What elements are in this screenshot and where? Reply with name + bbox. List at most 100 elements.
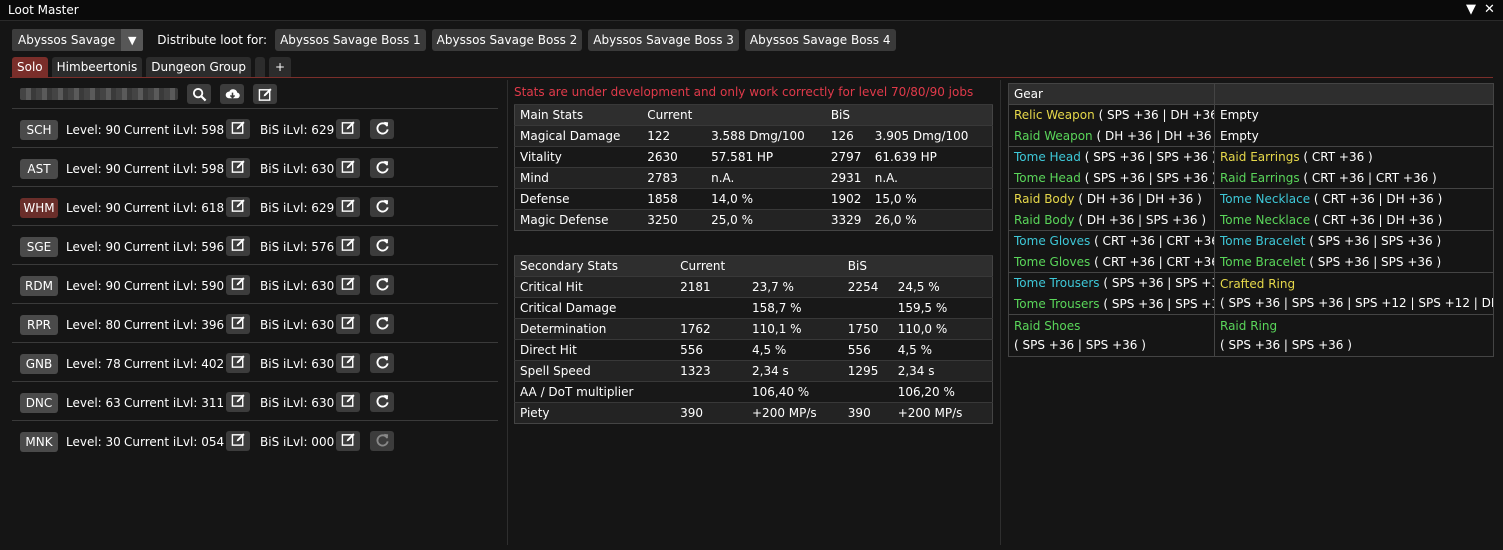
edit-bis-button[interactable] [336, 275, 360, 295]
raid-select[interactable]: Abyssos Savage ▼ [12, 29, 144, 51]
redo-icon [375, 315, 390, 333]
tab-blank[interactable] [255, 57, 265, 77]
edit-bis-button[interactable] [336, 314, 360, 334]
stat-cell: 110,0 % [892, 318, 993, 340]
gear-row: Tome Trousers ( SPS +36 | SPS +36 Crafted… [1008, 272, 1494, 315]
edit-current-gear-button[interactable] [226, 314, 250, 334]
job-badge[interactable]: MNK [20, 432, 58, 452]
gear-slot[interactable]: Tome Gloves ( CRT +36 | CRT +36 ) [1008, 230, 1215, 252]
gear-slot[interactable]: Raid Body ( DH +36 | DH +36 ) [1008, 188, 1215, 210]
gear-stats: ( SPS +36 | SPS +36 ) [1084, 171, 1215, 185]
gear-stats: ( CRT +36 ) [1303, 150, 1373, 164]
download-button[interactable] [220, 84, 244, 104]
boss-2-button[interactable]: Abyssos Savage Boss 2 [431, 29, 583, 51]
bis-ilvl: BiS iLvl: 630 [260, 279, 335, 293]
refresh-bis-button[interactable] [370, 314, 394, 334]
gear-slot[interactable]: Crafted Ring ( SPS +36 | SPS +36 | SPS +1… [1214, 272, 1494, 315]
stat-cell: 2,34 s [747, 360, 843, 382]
gear-slot[interactable]: Raid Ring ( SPS +36 | SPS +36 ) [1214, 314, 1494, 357]
edit-icon [231, 159, 246, 177]
gear-slot[interactable]: Tome Head ( SPS +36 | SPS +36 ) [1008, 146, 1215, 168]
job-badge[interactable]: WHM [20, 198, 58, 218]
gear-stats: ( SPS +36 | SPS +36 ) [1014, 338, 1146, 352]
stat-row: Magical Damage 122 3.588 Dmg/100 126 3.905 D… [514, 125, 993, 147]
tab-divider [10, 77, 1493, 78]
raid-select-value: Abyssos Savage [18, 33, 116, 47]
gear-slot[interactable]: Raid Shoes ( SPS +36 | SPS +36 ) [1008, 314, 1215, 357]
refresh-bis-button[interactable] [370, 353, 394, 373]
refresh-bis-button[interactable] [370, 158, 394, 178]
boss-4-button[interactable]: Abyssos Savage Boss 4 [744, 29, 896, 51]
boss-3-button[interactable]: Abyssos Savage Boss 3 [588, 29, 739, 51]
gear-stats: ( CRT +36 | CRT +36 ) [1094, 234, 1215, 248]
close-icon[interactable]: ✕ [1484, 2, 1495, 17]
job-badge[interactable]: DNC [20, 393, 58, 413]
chevron-down-icon[interactable]: ▼ [121, 29, 144, 51]
stat-cell: 3250 [642, 209, 707, 231]
player-search-row [20, 83, 277, 105]
search-button[interactable] [187, 84, 211, 104]
job-badge[interactable]: SCH [20, 120, 58, 140]
gear-name: Relic Weapon [1014, 108, 1095, 122]
gear-slot[interactable]: Tome Bracelet ( SPS +36 | SPS +36 ) [1215, 252, 1494, 273]
edit-bis-button[interactable] [336, 392, 360, 412]
refresh-bis-button[interactable] [370, 431, 394, 451]
edit-current-gear-button[interactable] [226, 431, 250, 451]
redo-icon [375, 120, 390, 138]
redo-icon [375, 432, 390, 450]
player-name-field[interactable] [20, 88, 178, 100]
job-badge[interactable]: AST [20, 159, 58, 179]
stat-cell [842, 381, 893, 403]
refresh-bis-button[interactable] [370, 119, 394, 139]
refresh-bis-button[interactable] [370, 275, 394, 295]
edit-current-gear-button[interactable] [226, 158, 250, 178]
gear-slot[interactable]: Tome Necklace ( CRT +36 | DH +36 ) [1214, 188, 1494, 210]
edit-player-button[interactable] [253, 84, 277, 104]
edit-current-gear-button[interactable] [226, 353, 250, 373]
refresh-bis-button[interactable] [370, 197, 394, 217]
gear-slot[interactable]: Tome Head ( SPS +36 | SPS +36 ) [1008, 167, 1215, 189]
gear-header-blank [1214, 83, 1494, 105]
edit-bis-button[interactable] [336, 431, 360, 451]
edit-bis-button[interactable] [336, 119, 360, 139]
player-row-gnb: GNB Level: 78 Current iLvl: 402 BiS iLvl: 6… [12, 342, 498, 381]
stat-cell: n.A. [869, 167, 993, 189]
gear-slot[interactable]: Tome Bracelet ( SPS +36 | SPS +36 ) [1214, 230, 1494, 252]
edit-bis-button[interactable] [336, 158, 360, 178]
gear-slot[interactable]: Empty [1215, 105, 1494, 126]
tab-dungeon-group[interactable]: Dungeon Group [146, 57, 251, 77]
job-badge[interactable]: GNB [20, 354, 58, 374]
edit-bis-button[interactable] [336, 197, 360, 217]
edit-current-gear-button[interactable] [226, 236, 250, 256]
player-level: Level: 90 [66, 123, 121, 137]
gear-slot[interactable]: Relic Weapon ( SPS +36 | DH +36 ) [1008, 104, 1215, 126]
gear-slot[interactable]: Raid Earrings ( CRT +36 | CRT +36 ) [1215, 168, 1494, 189]
edit-current-gear-button[interactable] [226, 197, 250, 217]
edit-bis-button[interactable] [336, 236, 360, 256]
tab-himbeertonis[interactable]: Himbeertonis [51, 57, 143, 77]
gear-slot[interactable]: Tome Necklace ( CRT +36 | DH +36 ) [1215, 210, 1494, 231]
gear-slot[interactable]: Tome Trousers ( SPS +36 | SPS +36 [1008, 293, 1215, 315]
boss-1-button[interactable]: Abyssos Savage Boss 1 [275, 29, 426, 51]
gear-slot[interactable]: Raid Weapon ( DH +36 | DH +36 ) [1008, 125, 1215, 147]
gear-name: Raid Earrings [1220, 150, 1300, 164]
stat-cell: 2797 [825, 146, 870, 168]
bis-ilvl: BiS iLvl: 630 [260, 162, 335, 176]
edit-current-gear-button[interactable] [226, 392, 250, 412]
refresh-bis-button[interactable] [370, 392, 394, 412]
gear-slot[interactable]: Tome Gloves ( CRT +36 | CRT +36 ) [1008, 251, 1215, 273]
collapse-icon[interactable]: ▼ [1466, 2, 1476, 17]
gear-slot[interactable]: Tome Trousers ( SPS +36 | SPS +36 [1008, 272, 1215, 294]
job-badge[interactable]: RDM [20, 276, 58, 296]
gear-slot[interactable]: Raid Earrings ( CRT +36 ) [1214, 146, 1494, 168]
tab-add[interactable]: + [269, 57, 292, 77]
gear-slot[interactable]: Raid Body ( DH +36 | SPS +36 ) [1008, 209, 1215, 231]
edit-current-gear-button[interactable] [226, 275, 250, 295]
tab-solo[interactable]: Solo [12, 57, 48, 77]
job-badge[interactable]: RPR [20, 315, 58, 335]
gear-slot[interactable]: Empty [1215, 126, 1494, 147]
edit-bis-button[interactable] [336, 353, 360, 373]
refresh-bis-button[interactable] [370, 236, 394, 256]
edit-current-gear-button[interactable] [226, 119, 250, 139]
job-badge[interactable]: SGE [20, 237, 58, 257]
